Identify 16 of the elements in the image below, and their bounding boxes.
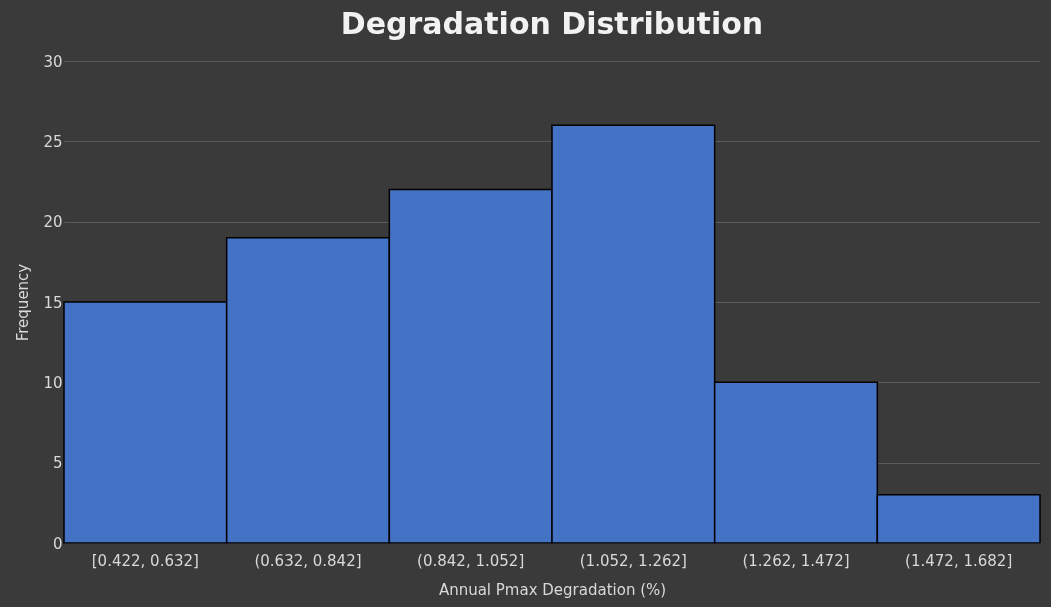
y-tick-label: 0: [52, 534, 63, 553]
y-tick-label: 5: [52, 454, 63, 473]
x-axis-title: Annual Pmax Degradation (%): [438, 580, 667, 599]
x-tick-label: (0.842, 1.052]: [417, 551, 525, 570]
x-tick-label: (1.052, 1.262]: [579, 551, 687, 570]
x-tick-label: (0.632, 0.842]: [254, 551, 362, 570]
y-tick-label: 20: [43, 213, 63, 232]
y-tick-label: 15: [43, 293, 63, 312]
y-tick-label: 10: [43, 373, 63, 392]
y-tick-label: 30: [43, 52, 63, 71]
y-axis-title: Frequency: [14, 263, 33, 342]
x-tick-label: (1.472, 1.682]: [905, 551, 1013, 570]
x-tick-label: (1.262, 1.472]: [742, 551, 850, 570]
chart-title: Degradation Distribution: [340, 6, 764, 41]
y-tick-label: 25: [43, 132, 63, 151]
x-tick-label: [0.422, 0.632]: [91, 551, 199, 570]
